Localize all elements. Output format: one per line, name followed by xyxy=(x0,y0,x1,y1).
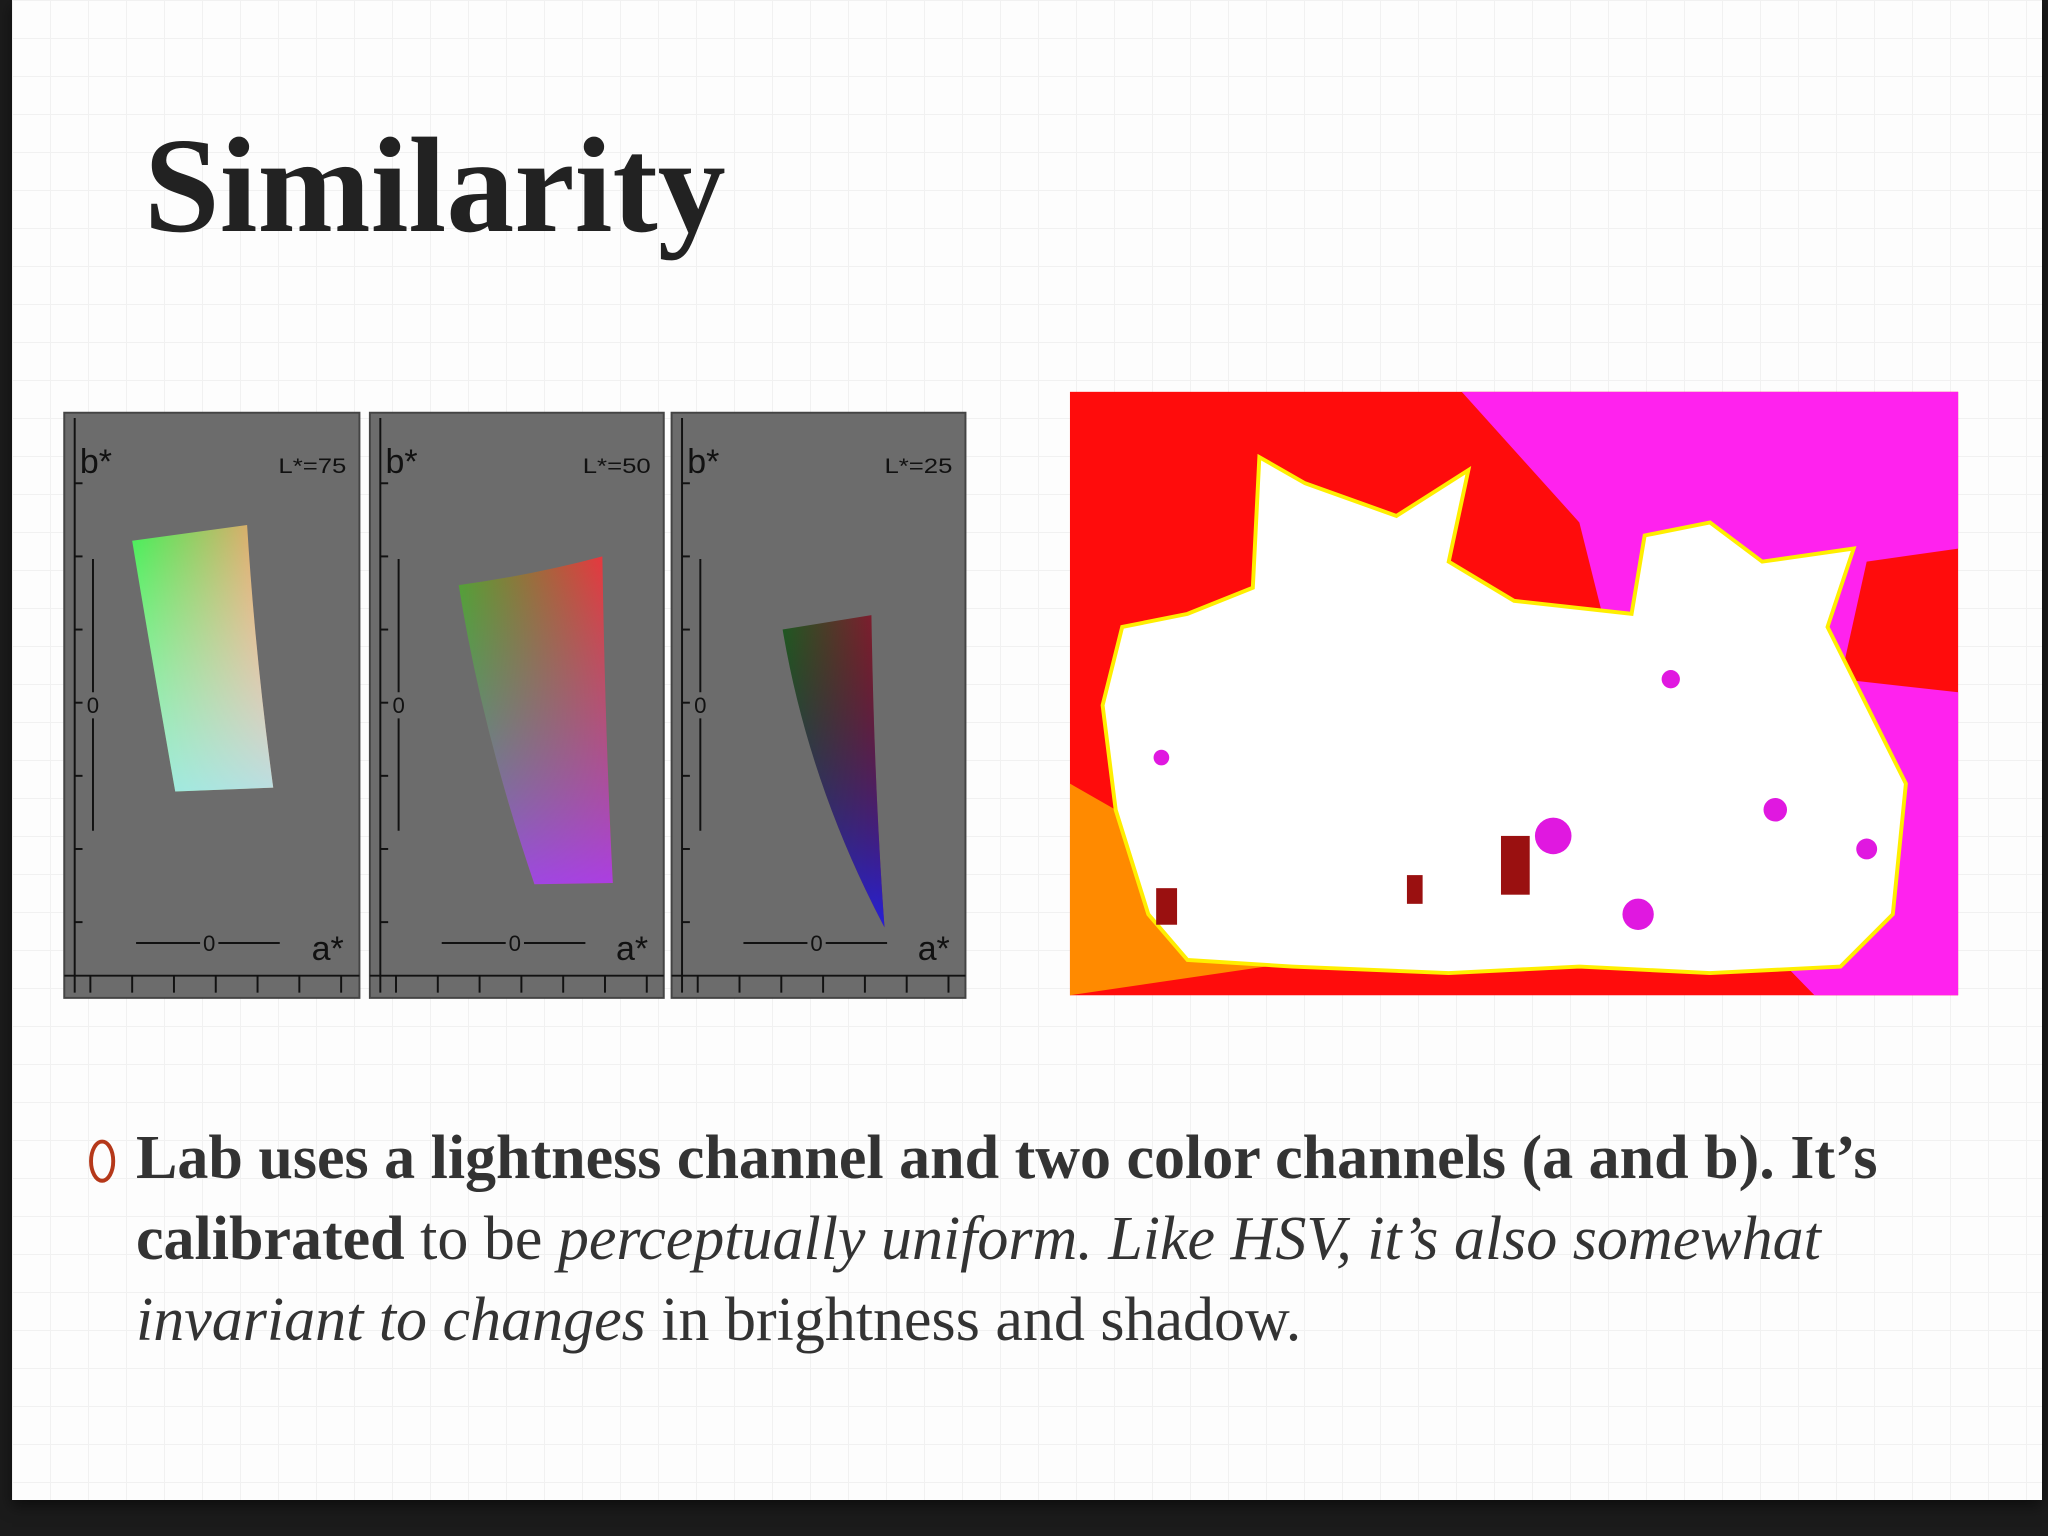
label-gap xyxy=(390,692,407,719)
y-axis-label: b* xyxy=(80,443,112,481)
panel-background xyxy=(368,411,665,999)
patch-shade xyxy=(782,615,885,928)
x-axis-label: a* xyxy=(616,930,648,968)
text-run: Lab uses a lightness channel and two col… xyxy=(136,1124,1878,1273)
label-gap xyxy=(85,692,101,719)
slide-art: b* L*=75 0 0 a* b* L*=50 0 0 a* b* L*=25 0 0 a* xyxy=(63,391,1959,1183)
bullet-marker xyxy=(89,1139,116,1183)
y-axis-label: b* xyxy=(386,443,418,481)
label-gap xyxy=(807,929,826,957)
y-zero-label: 0 xyxy=(87,693,99,718)
x-zero-label: 0 xyxy=(509,931,521,956)
bullet-list: Lab uses a lightness channel and two col… xyxy=(124,1118,2004,1361)
lightness-label: L*=75 xyxy=(278,455,346,478)
label-gap xyxy=(200,929,219,957)
lightness-label: L*=25 xyxy=(884,455,952,478)
kitten-image xyxy=(1069,391,1959,996)
lab-panel: b* L*=50 0 0 a* xyxy=(368,411,665,999)
x-axis-label: a* xyxy=(918,930,950,968)
label-gap xyxy=(692,692,709,719)
patch-shade xyxy=(132,525,274,792)
bullet: Lab uses a lightness channel and two col… xyxy=(124,1118,2004,1361)
text-run: perceptually uniform. Like HSV, it’s als… xyxy=(136,1205,1821,1354)
text-run: in brightness and shadow. xyxy=(645,1286,1302,1354)
text-run: to be xyxy=(404,1205,558,1273)
slide-title: Similarity xyxy=(144,111,726,261)
slide: b* L*=75 0 0 a* b* L*=50 0 0 a* b* L*=25 0 0 a* Simila… xyxy=(12,0,2042,1500)
x-zero-label: 0 xyxy=(203,931,215,956)
x-axis-label: a* xyxy=(312,930,344,968)
y-axis-label: b* xyxy=(687,443,719,481)
lab-panel: b* L*=25 0 0 a* xyxy=(670,411,967,999)
lightness-label: L*=50 xyxy=(583,455,651,478)
y-zero-label: 0 xyxy=(694,693,706,718)
label-gap xyxy=(505,929,524,957)
lab-panel: b* L*=75 0 0 a* xyxy=(63,411,361,999)
y-zero-label: 0 xyxy=(392,693,404,718)
x-zero-label: 0 xyxy=(810,931,822,956)
patch-shade xyxy=(458,556,613,885)
